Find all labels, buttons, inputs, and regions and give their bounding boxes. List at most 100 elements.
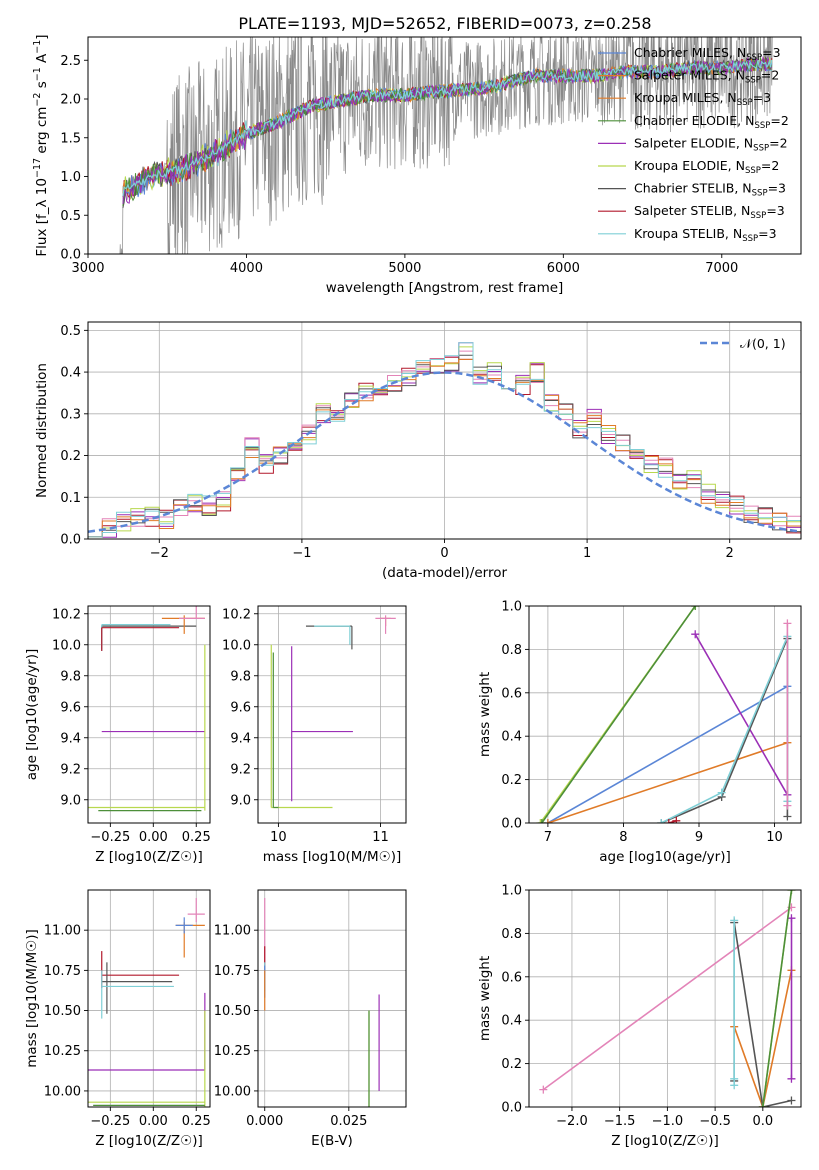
y-axis-label: Flux [f_λ 10−17​ erg cm−2​ s−1​ A−1​] — [32, 34, 50, 256]
weight-marker — [672, 816, 681, 823]
weight-marker — [787, 914, 796, 923]
weight-line — [733, 970, 793, 1107]
y-tick-label: 0.6 — [501, 970, 522, 985]
weight-marker — [691, 606, 700, 610]
weight-line — [660, 636, 789, 823]
legend-entry: 𝒩(0, 1) — [740, 336, 786, 351]
x-tick-label: 4000 — [230, 261, 263, 276]
y-tick-label: 1.5 — [60, 131, 81, 146]
x-tick-label: 6000 — [547, 261, 580, 276]
panel-spectrum: 3000 4000 5000 6000 7000 0.0 0.5 1.0 1.5 2.0 2.5 wa… — [32, 34, 802, 296]
model-spectrum — [122, 59, 773, 197]
weight-line — [541, 606, 696, 823]
x-tick-label: 0.00 — [139, 1114, 168, 1129]
plot-area-age-vs-Z — [88, 606, 206, 812]
y-tick-label: 10.50 — [44, 1004, 81, 1019]
y-tick-label: 9.6 — [60, 700, 81, 715]
y-tick-label: 10.0 — [52, 638, 81, 653]
x-axis-label: Z [log10(Z/Z☉)] — [95, 849, 203, 865]
axes-frame — [87, 605, 211, 824]
x-tick-label: −0.25 — [90, 1114, 130, 1129]
x-axis-label: wavelength [Angstrom, rest frame] — [326, 280, 564, 296]
weight-marker — [543, 819, 552, 823]
y-tick-label: 2.5 — [60, 54, 81, 69]
x-tick-label: −1.5 — [604, 1114, 636, 1129]
y-tick-label: 9.6 — [230, 700, 251, 715]
x-tick-label: −2 — [150, 546, 169, 561]
normal-curve — [88, 371, 801, 533]
x-tick-label: −0.5 — [699, 1114, 731, 1129]
y-tick-label: 0.2 — [501, 1057, 522, 1072]
axes-frame — [87, 36, 802, 255]
legend-entry: Chabrier ELODIE, NSSP=2 — [634, 113, 789, 131]
y-axis-label: age [log10(age/yr)] — [24, 649, 40, 781]
weight-line — [694, 633, 789, 796]
plot-area-age-vs-mass — [270, 615, 396, 809]
y-tick-label: 0.8 — [501, 643, 522, 658]
y-tick-label: 0.6 — [501, 686, 522, 701]
y-tick-label: 9.8 — [230, 669, 251, 684]
plot-area-spectrum — [119, 37, 773, 254]
axes-frame — [257, 889, 407, 1108]
x-axis-label: mass [log10(M/M☉)] — [263, 849, 402, 865]
spectrum-legend: Chabrier MILES, NSSP=3 Salpeter MILES, NS… — [598, 45, 789, 244]
x-axis-label: (data-model)/error — [382, 565, 508, 581]
plot-area-weight-vs-age — [536, 606, 792, 823]
y-tick-label: 0.8 — [501, 927, 522, 942]
x-axis-label: Z [log10(Z/Z☉)] — [95, 1133, 203, 1149]
x-axis-label: E(B-V) — [311, 1133, 353, 1149]
plot-area-residual — [88, 342, 801, 538]
plot-area-weight-vs-Z — [539, 890, 796, 1107]
weight-marker — [787, 1074, 796, 1083]
y-tick-label: 10.00 — [214, 1084, 251, 1099]
y-tick-label: 10.75 — [214, 964, 251, 979]
y-tick-label: 10.25 — [44, 1044, 81, 1059]
weight-marker — [537, 819, 546, 823]
x-tick-label: 10 — [766, 830, 783, 845]
weight-line — [660, 638, 789, 823]
y-tick-label: 10.00 — [44, 1084, 81, 1099]
panel-weight-vs-Z: −2.0 −1.5 −1.0 −0.5 0.0 0.0 0.2 0.4 0.6 0.8 1.0 Z [… — [477, 884, 802, 1149]
y-tick-label: 10.50 — [214, 1004, 251, 1019]
x-tick-label: 0 — [440, 546, 448, 561]
x-tick-label: 8 — [619, 830, 627, 845]
x-tick-label: −1.0 — [652, 1114, 684, 1129]
y-tick-label: 0.2 — [60, 449, 81, 464]
y-tick-label: 1.0 — [60, 170, 81, 185]
weight-marker — [691, 630, 700, 639]
axes-frame — [528, 889, 802, 1108]
y-tick-label: 9.4 — [230, 731, 251, 746]
x-tick-label: 1 — [583, 546, 591, 561]
axes-frame — [528, 605, 802, 824]
weight-marker — [783, 812, 792, 821]
y-tick-label: 0.0 — [60, 248, 81, 263]
y-tick-label: 0.5 — [60, 209, 81, 224]
y-tick-label: 0.4 — [501, 730, 522, 745]
x-tick-label: −0.25 — [90, 830, 130, 845]
x-tick-label: 7 — [544, 830, 552, 845]
panel-residual: −2 −1 0 1 2 0.0 0.1 0.2 0.3 0.4 0.5 (data-model)/er… — [34, 321, 802, 581]
weight-marker — [657, 819, 666, 823]
y-tick-label: 10.0 — [222, 638, 251, 653]
x-tick-label: 0.0 — [752, 1114, 773, 1129]
panel-mass-vs-Z: −0.25 0.00 0.25 10.00 10.25 10.50 10.75 11.00 Z … — [24, 889, 211, 1149]
y-tick-label: 10.2 — [52, 607, 81, 622]
legend-entry: Chabrier STELIB, NSSP=3 — [634, 181, 786, 199]
y-tick-label: 0.4 — [60, 366, 81, 381]
x-tick-label: 2 — [726, 546, 734, 561]
weight-marker — [783, 801, 792, 810]
y-tick-label: 11.00 — [214, 924, 251, 939]
y-axis-label: mass weight — [477, 956, 493, 1041]
panel-weight-vs-age: 7 8 9 10 0.0 0.2 0.4 0.6 0.8 1.0 age [log10(age/yr… — [477, 600, 802, 865]
weight-marker — [787, 1096, 796, 1105]
y-tick-label: 9.0 — [60, 793, 81, 808]
y-tick-label: 9.2 — [230, 762, 251, 777]
y-tick-label: 0.0 — [60, 533, 81, 548]
plot-area-mass-vs-Z — [88, 898, 206, 1107]
weight-line — [547, 685, 788, 823]
legend-entry: Kroupa STELIB, NSSP=3 — [634, 226, 777, 244]
panel-mass-vs-EBV: 0.000 0.025 10.00 10.25 10.50 10.75 11.00 E(B-V… — [214, 889, 407, 1149]
y-tick-label: 9.0 — [230, 793, 251, 808]
y-tick-label: 0.2 — [501, 773, 522, 788]
